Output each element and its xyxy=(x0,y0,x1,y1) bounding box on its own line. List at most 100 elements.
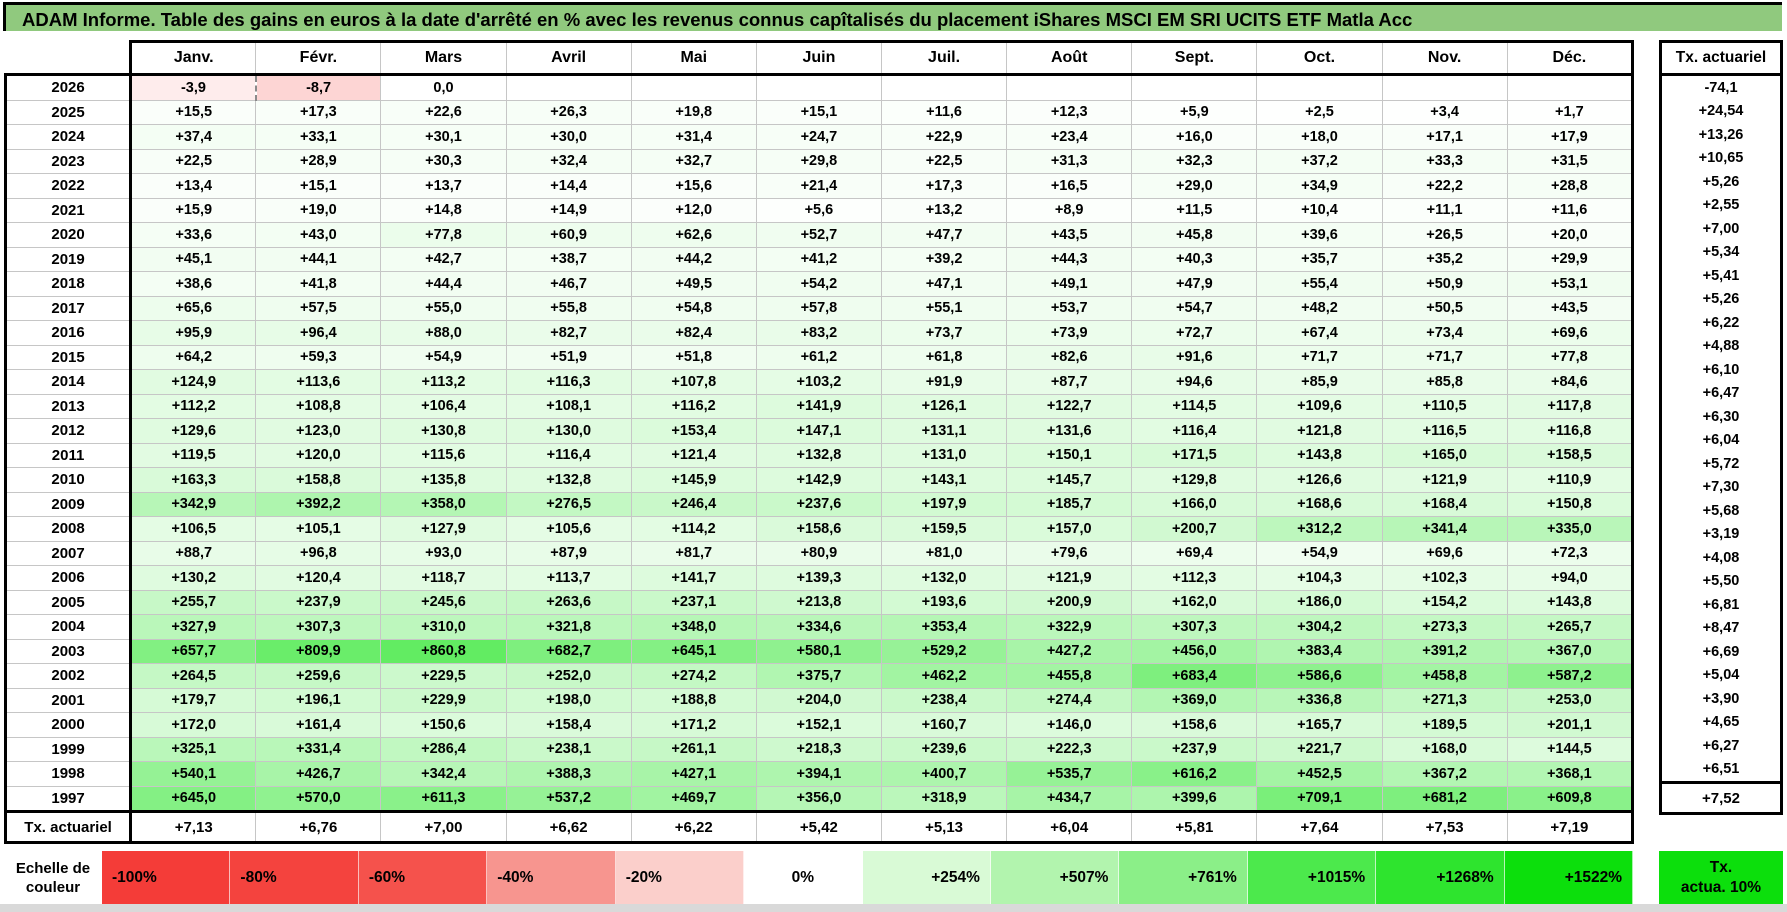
gain-cell[interactable]: +154,2 xyxy=(1381,589,1508,615)
gain-cell[interactable]: +33,6 xyxy=(130,222,257,248)
gain-cell[interactable]: +69,6 xyxy=(1381,540,1508,566)
gain-cell[interactable]: +107,8 xyxy=(630,369,757,395)
gain-cell[interactable]: +130,8 xyxy=(380,418,507,444)
gain-cell[interactable]: +96,4 xyxy=(255,320,382,346)
gain-cell[interactable]: +126,6 xyxy=(1256,467,1383,493)
gain-cell[interactable]: +123,0 xyxy=(255,418,382,444)
gain-cell[interactable] xyxy=(1256,74,1383,101)
gain-cell[interactable]: +229,9 xyxy=(380,687,507,713)
gain-cell[interactable]: +29,0 xyxy=(1131,173,1258,199)
gain-cell[interactable]: +462,2 xyxy=(880,663,1008,689)
gain-cell[interactable]: +335,0 xyxy=(1506,516,1635,542)
gain-cell[interactable]: +331,4 xyxy=(255,736,382,762)
gain-cell[interactable]: +458,8 xyxy=(1381,663,1508,689)
actuarial-rate-cell[interactable]: +6,47 xyxy=(1659,381,1783,405)
month-header-cell[interactable]: Janv. xyxy=(129,40,257,76)
actuarial-rate-cell[interactable]: +2,55 xyxy=(1659,193,1783,217)
gain-cell[interactable]: +394,1 xyxy=(755,761,882,787)
gain-cell[interactable]: +336,8 xyxy=(1256,687,1383,713)
gain-cell[interactable]: +44,2 xyxy=(630,246,757,272)
gain-cell[interactable]: +273,3 xyxy=(1381,614,1508,640)
gain-cell[interactable]: +145,9 xyxy=(630,467,757,493)
gain-cell[interactable]: +356,0 xyxy=(755,785,882,812)
gain-cell[interactable]: +15,1 xyxy=(755,99,882,125)
gain-cell[interactable]: +222,3 xyxy=(1006,736,1133,762)
gain-cell[interactable]: +30,1 xyxy=(380,124,507,150)
gain-cell[interactable]: +158,6 xyxy=(1131,712,1258,738)
gain-cell[interactable]: +15,6 xyxy=(630,173,757,199)
gain-cell[interactable]: +106,4 xyxy=(380,393,507,419)
footer-rate-cell[interactable]: +6,04 xyxy=(1006,810,1133,844)
year-label[interactable]: 2013 xyxy=(3,393,133,419)
gain-cell[interactable]: +114,2 xyxy=(630,516,757,542)
gain-cell[interactable]: +427,1 xyxy=(630,761,757,787)
gain-cell[interactable]: +17,3 xyxy=(255,99,382,125)
gain-cell[interactable]: +10,4 xyxy=(1256,197,1383,223)
gain-cell[interactable]: +31,5 xyxy=(1506,148,1635,174)
gain-cell[interactable]: +18,0 xyxy=(1256,124,1383,150)
gain-cell[interactable]: +120,0 xyxy=(255,442,382,468)
gain-cell[interactable]: +22,9 xyxy=(880,124,1008,150)
actuarial-rate-cell[interactable]: +5,34 xyxy=(1659,240,1783,264)
gain-cell[interactable]: +200,7 xyxy=(1131,516,1258,542)
gain-cell[interactable]: +8,9 xyxy=(1006,197,1133,223)
gain-cell[interactable]: +40,3 xyxy=(1131,246,1258,272)
footer-rate-cell[interactable]: +5,42 xyxy=(755,810,882,844)
gain-cell[interactable]: +274,2 xyxy=(630,663,757,689)
gain-cell[interactable]: -8,7 xyxy=(255,74,382,101)
gain-cell[interactable]: +54,7 xyxy=(1131,295,1258,321)
year-label[interactable]: 2008 xyxy=(3,516,133,542)
gain-cell[interactable]: +163,3 xyxy=(130,467,257,493)
gain-cell[interactable]: +141,9 xyxy=(755,393,882,419)
gain-cell[interactable]: +152,1 xyxy=(755,712,882,738)
month-header-cell[interactable]: Juil. xyxy=(880,40,1008,76)
gain-cell[interactable]: +57,5 xyxy=(255,295,382,321)
gain-cell[interactable]: +540,1 xyxy=(130,761,257,787)
gain-cell[interactable]: +30,3 xyxy=(380,148,507,174)
month-header-cell[interactable]: Mai xyxy=(630,40,757,76)
gain-cell[interactable]: +5,9 xyxy=(1131,99,1258,125)
gain-cell[interactable]: +115,6 xyxy=(380,442,507,468)
gain-cell[interactable]: +32,4 xyxy=(505,148,632,174)
gain-cell[interactable]: +132,8 xyxy=(755,442,882,468)
gain-cell[interactable]: +84,6 xyxy=(1506,369,1635,395)
gain-cell[interactable]: +24,7 xyxy=(755,124,882,150)
gain-cell[interactable]: +367,0 xyxy=(1506,638,1635,664)
gain-cell[interactable]: +14,4 xyxy=(505,173,632,199)
gain-cell[interactable]: +14,8 xyxy=(380,197,507,223)
gain-cell[interactable]: +114,5 xyxy=(1131,393,1258,419)
year-label[interactable]: 2025 xyxy=(3,99,133,125)
actuarial-rate-cell[interactable]: +6,22 xyxy=(1659,311,1783,335)
year-label[interactable]: 2003 xyxy=(3,638,133,664)
gain-cell[interactable]: +50,5 xyxy=(1381,295,1508,321)
gain-cell[interactable] xyxy=(880,74,1008,101)
gain-cell[interactable]: +161,4 xyxy=(255,712,382,738)
gain-cell[interactable]: +116,3 xyxy=(505,369,632,395)
gain-cell[interactable]: +121,9 xyxy=(1006,565,1133,591)
gain-cell[interactable]: +43,5 xyxy=(1506,295,1635,321)
gain-cell[interactable]: +143,8 xyxy=(1256,442,1383,468)
gain-cell[interactable]: +41,2 xyxy=(755,246,882,272)
gain-cell[interactable]: +23,4 xyxy=(1006,124,1133,150)
gain-cell[interactable]: +21,4 xyxy=(755,173,882,199)
legend-scale-cell[interactable]: 0% xyxy=(744,851,863,904)
footer-rate-cell[interactable]: +5,13 xyxy=(880,810,1008,844)
gain-cell[interactable]: +54,9 xyxy=(380,344,507,370)
footer-rate-cell[interactable]: +7,00 xyxy=(380,810,507,844)
gain-cell[interactable]: +105,1 xyxy=(255,516,382,542)
gain-cell[interactable]: +5,6 xyxy=(755,197,882,223)
gain-cell[interactable]: +587,2 xyxy=(1506,663,1635,689)
actuarial-footer-cell[interactable]: +7,52 xyxy=(1659,781,1783,815)
gain-cell[interactable]: +113,7 xyxy=(505,565,632,591)
legend-scale-cell[interactable]: +254% xyxy=(862,851,991,904)
actuarial-rate-cell[interactable]: +6,51 xyxy=(1659,757,1783,783)
actuarial-rate-cell[interactable]: +7,00 xyxy=(1659,217,1783,241)
gain-cell[interactable]: +146,0 xyxy=(1006,712,1133,738)
gain-cell[interactable]: +110,9 xyxy=(1506,467,1635,493)
gain-cell[interactable]: +158,4 xyxy=(505,712,632,738)
gain-cell[interactable]: +38,7 xyxy=(505,246,632,272)
gain-cell[interactable]: +38,6 xyxy=(130,271,257,297)
gain-cell[interactable]: +31,3 xyxy=(1006,148,1133,174)
actuarial-rate-cell[interactable]: +6,10 xyxy=(1659,358,1783,382)
month-header-cell[interactable]: Mars xyxy=(380,40,507,76)
